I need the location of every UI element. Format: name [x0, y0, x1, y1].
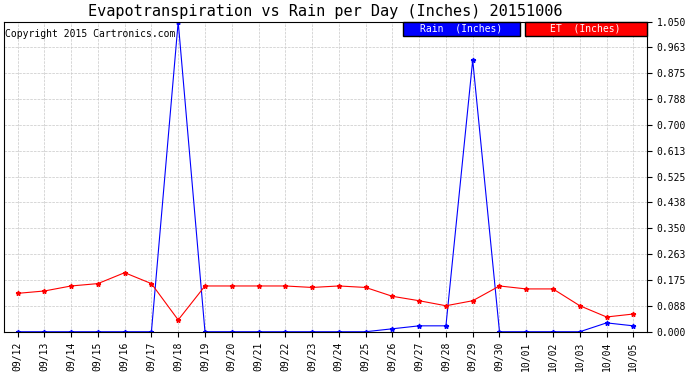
Rain  (Inches) [94, 330, 102, 334]
ET  (Inches) [629, 312, 638, 316]
Rain  (Inches) [255, 330, 263, 334]
Rain  (Inches) [228, 330, 236, 334]
ET  (Inches) [575, 303, 584, 308]
Rain  (Inches) [602, 321, 611, 325]
Rain  (Inches) [415, 324, 423, 328]
Rain  (Inches) [388, 327, 397, 331]
ET  (Inches) [469, 298, 477, 303]
Rain  (Inches) [335, 330, 343, 334]
ET  (Inches) [281, 284, 289, 288]
Rain  (Inches) [13, 330, 21, 334]
Rain  (Inches) [629, 324, 638, 328]
ET  (Inches) [121, 270, 129, 275]
ET  (Inches) [13, 291, 21, 296]
Text: Copyright 2015 Cartronics.com: Copyright 2015 Cartronics.com [6, 30, 176, 39]
ET  (Inches) [335, 284, 343, 288]
Rain  (Inches) [549, 330, 557, 334]
Line: ET  (Inches): ET (Inches) [15, 270, 635, 322]
Rain  (Inches) [67, 330, 75, 334]
Rain  (Inches) [308, 330, 316, 334]
ET  (Inches) [228, 284, 236, 288]
Title: Evapotranspiration vs Rain per Day (Inches) 20151006: Evapotranspiration vs Rain per Day (Inch… [88, 4, 563, 19]
ET  (Inches) [255, 284, 263, 288]
ET  (Inches) [415, 298, 423, 303]
ET  (Inches) [388, 294, 397, 298]
ET  (Inches) [442, 303, 450, 308]
ET  (Inches) [94, 281, 102, 286]
Rain  (Inches) [362, 330, 370, 334]
ET  (Inches) [67, 284, 75, 288]
Rain  (Inches) [495, 330, 504, 334]
Rain  (Inches) [40, 330, 48, 334]
ET  (Inches) [495, 284, 504, 288]
Rain  (Inches) [147, 330, 155, 334]
ET  (Inches) [362, 285, 370, 290]
Rain  (Inches) [575, 330, 584, 334]
Rain  (Inches) [174, 20, 182, 24]
ET  (Inches) [40, 289, 48, 293]
Rain  (Inches) [442, 324, 450, 328]
ET  (Inches) [602, 315, 611, 319]
Line: Rain  (Inches): Rain (Inches) [15, 19, 635, 334]
Rain  (Inches) [121, 330, 129, 334]
Rain  (Inches) [469, 58, 477, 62]
Rain  (Inches) [522, 330, 531, 334]
ET  (Inches) [522, 286, 531, 291]
ET  (Inches) [147, 281, 155, 286]
ET  (Inches) [549, 286, 557, 291]
Rain  (Inches) [201, 330, 209, 334]
ET  (Inches) [201, 284, 209, 288]
Rain  (Inches) [281, 330, 289, 334]
ET  (Inches) [308, 285, 316, 290]
ET  (Inches) [174, 318, 182, 322]
